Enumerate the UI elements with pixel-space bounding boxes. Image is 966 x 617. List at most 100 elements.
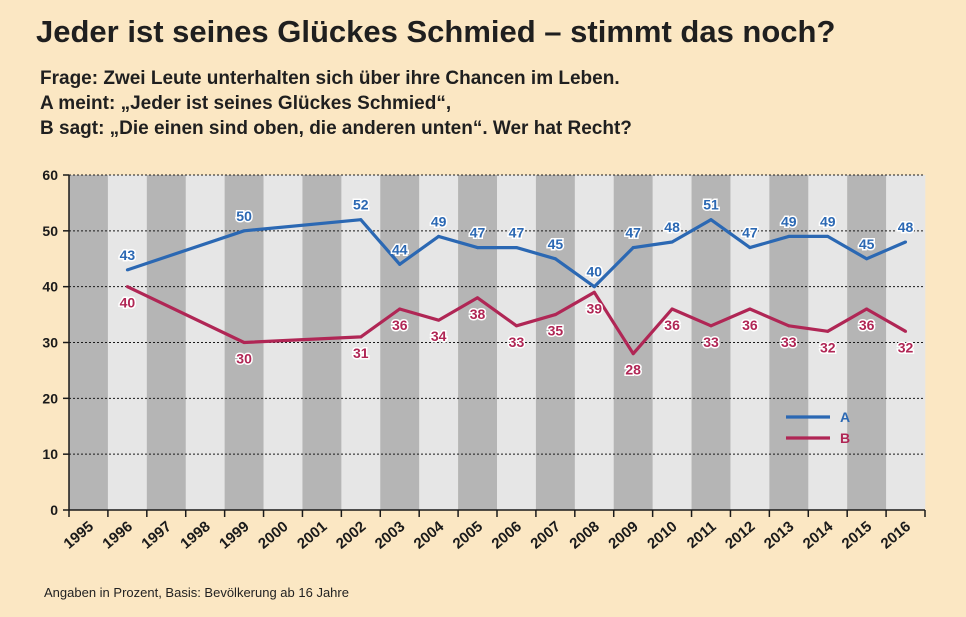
data-label-A: 47	[625, 225, 641, 241]
data-point-A	[904, 240, 908, 244]
x-tick-label: 2011	[684, 518, 720, 552]
data-label-A: 47	[509, 225, 525, 241]
data-point-B	[476, 296, 480, 300]
data-label-A: 43	[120, 247, 136, 263]
question-text: Frage: Zwei Leute unterhalten sich über …	[40, 66, 632, 141]
y-tick-label: 40	[42, 279, 58, 295]
data-point-B	[592, 290, 596, 294]
x-tick-label: 2000	[255, 518, 291, 552]
data-label-B: 39	[586, 300, 602, 316]
data-label-A: 49	[781, 213, 797, 229]
data-label-B: 33	[509, 334, 525, 350]
x-tick-label: 2014	[800, 518, 837, 553]
y-tick-label: 60	[42, 167, 58, 183]
chart-title: Jeder ist seines Glückes Schmied – stimm…	[36, 14, 836, 49]
x-tick-label: 1998	[177, 518, 213, 552]
data-point-B	[359, 335, 363, 339]
data-label-A: 49	[820, 213, 836, 229]
x-tick-label: 2007	[527, 518, 563, 552]
data-point-A	[748, 246, 752, 250]
data-point-B	[398, 307, 402, 311]
data-label-B: 34	[431, 328, 447, 344]
data-point-A	[553, 257, 557, 261]
data-label-B: 32	[898, 339, 914, 355]
data-point-B	[670, 307, 674, 311]
y-tick-label: 10	[42, 446, 58, 462]
x-tick-label: 2016	[878, 518, 914, 552]
chart-data-labels: 43 50 52 44 49 47 47 45 40 47 48 51 47 49 49 45 48 40 30 31…	[118, 195, 915, 379]
question-line-3: B sagt: „Die einen sind oben, die andere…	[40, 118, 632, 139]
data-point-A	[631, 246, 635, 250]
data-point-A	[592, 285, 596, 289]
data-label-A: 45	[859, 236, 875, 252]
data-label-B: 28	[625, 362, 641, 378]
data-point-A	[787, 234, 791, 238]
data-point-B	[865, 307, 869, 311]
data-point-A	[359, 218, 363, 222]
data-point-A	[125, 268, 129, 272]
data-point-A	[709, 218, 713, 222]
data-label-A: 48	[898, 219, 914, 235]
x-tick-label: 2008	[566, 518, 602, 552]
data-label-B: 36	[392, 317, 408, 333]
question-line-2: A meint: „Jeder ist seines Glückes Schmi…	[40, 93, 452, 114]
x-tick-label: 2015	[839, 518, 875, 552]
data-label-B: 30	[236, 351, 252, 367]
x-tick-label: 2005	[450, 518, 486, 552]
x-tick-label: 2009	[605, 518, 641, 552]
x-tick-label: 1996	[99, 518, 135, 552]
data-label-B: 31	[353, 345, 369, 361]
data-point-A	[670, 240, 674, 244]
chart-legend: AB	[786, 409, 850, 446]
data-point-B	[125, 285, 129, 289]
data-label-B: 33	[703, 334, 719, 350]
data-point-A	[437, 234, 441, 238]
data-label-B: 36	[664, 317, 680, 333]
data-label-A: 44	[392, 241, 408, 257]
x-tick-label: 2001	[294, 518, 330, 552]
data-label-B: 40	[120, 295, 136, 311]
x-tick-label: 2003	[372, 518, 408, 552]
x-tick-label: 2012	[722, 518, 758, 552]
y-tick-label: 20	[42, 390, 58, 406]
data-label-A: 50	[236, 208, 252, 224]
data-label-B: 35	[548, 323, 564, 339]
legend-label-B: B	[840, 430, 850, 446]
data-point-B	[437, 318, 441, 322]
y-tick-label: 30	[42, 335, 58, 351]
data-label-A: 47	[470, 225, 486, 241]
data-label-A: 47	[742, 225, 758, 241]
data-point-B	[826, 329, 830, 333]
y-tick-label: 0	[50, 502, 58, 518]
x-tick-label: 2002	[333, 518, 369, 552]
data-label-A: 45	[548, 236, 564, 252]
data-label-B: 38	[470, 306, 486, 322]
data-point-A	[398, 262, 402, 266]
data-point-B	[748, 307, 752, 311]
data-label-B: 33	[781, 334, 797, 350]
data-point-B	[787, 324, 791, 328]
data-point-B	[904, 329, 908, 333]
data-point-A	[242, 229, 246, 233]
x-tick-label: 1997	[138, 518, 174, 552]
chart-series	[125, 218, 908, 356]
data-point-B	[553, 313, 557, 317]
data-point-B	[709, 324, 713, 328]
x-tick-label: 1999	[216, 518, 252, 552]
data-point-A	[865, 257, 869, 261]
x-tick-label: 2006	[489, 518, 525, 552]
y-tick-label: 50	[42, 223, 58, 239]
data-label-A: 48	[664, 219, 680, 235]
data-label-B: 32	[820, 339, 836, 355]
footnote: Angaben in Prozent, Basis: Bevölkerung a…	[44, 585, 349, 600]
data-point-B	[631, 352, 635, 356]
question-line-1: Frage: Zwei Leute unterhalten sich über …	[40, 68, 620, 89]
data-label-A: 49	[431, 213, 447, 229]
chart-gridlines	[69, 174, 925, 455]
data-label-A: 40	[586, 264, 602, 280]
x-tick-label: 1995	[61, 518, 97, 552]
data-point-A	[826, 234, 830, 238]
legend-label-A: A	[840, 409, 850, 425]
x-tick-label: 2013	[761, 518, 797, 552]
